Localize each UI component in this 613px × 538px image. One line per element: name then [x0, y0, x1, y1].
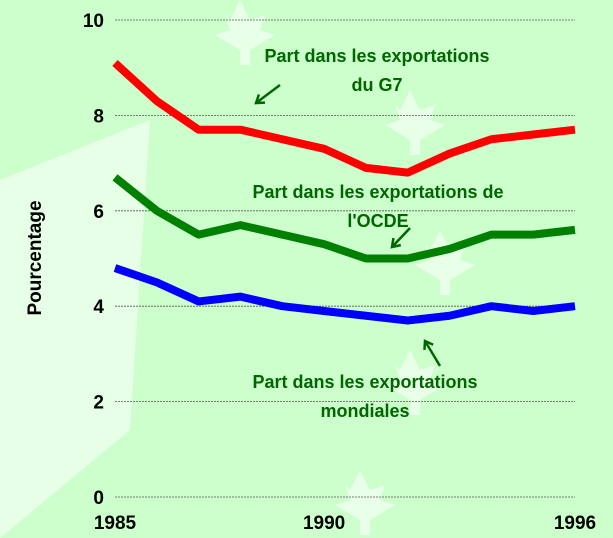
y-tick-label: 0 — [93, 488, 104, 509]
annotation: du G7 — [351, 75, 402, 95]
x-tick-label: 1996 — [554, 513, 596, 534]
x-tick-label: 1990 — [303, 513, 345, 534]
x-tick-label: 1985 — [94, 513, 137, 534]
annotation: Part dans les exportations de — [252, 182, 503, 202]
annotation: l'OCDE — [347, 211, 408, 231]
annotation: Part dans les exportations — [252, 372, 477, 392]
y-tick-label: 2 — [93, 393, 104, 414]
y-axis-title: Pourcentage — [25, 200, 46, 315]
y-tick-label: 6 — [93, 202, 104, 223]
y-tick-label: 8 — [93, 106, 104, 127]
y-tick-label: 4 — [93, 297, 104, 318]
chart: Pourcentage 0 2 4 6 8 10 1985 1990 1996 Part dans… — [0, 0, 613, 538]
annotation: mondiales — [320, 401, 409, 421]
annotation: Part dans les exportations — [264, 46, 489, 66]
y-tick-label: 10 — [83, 11, 104, 32]
